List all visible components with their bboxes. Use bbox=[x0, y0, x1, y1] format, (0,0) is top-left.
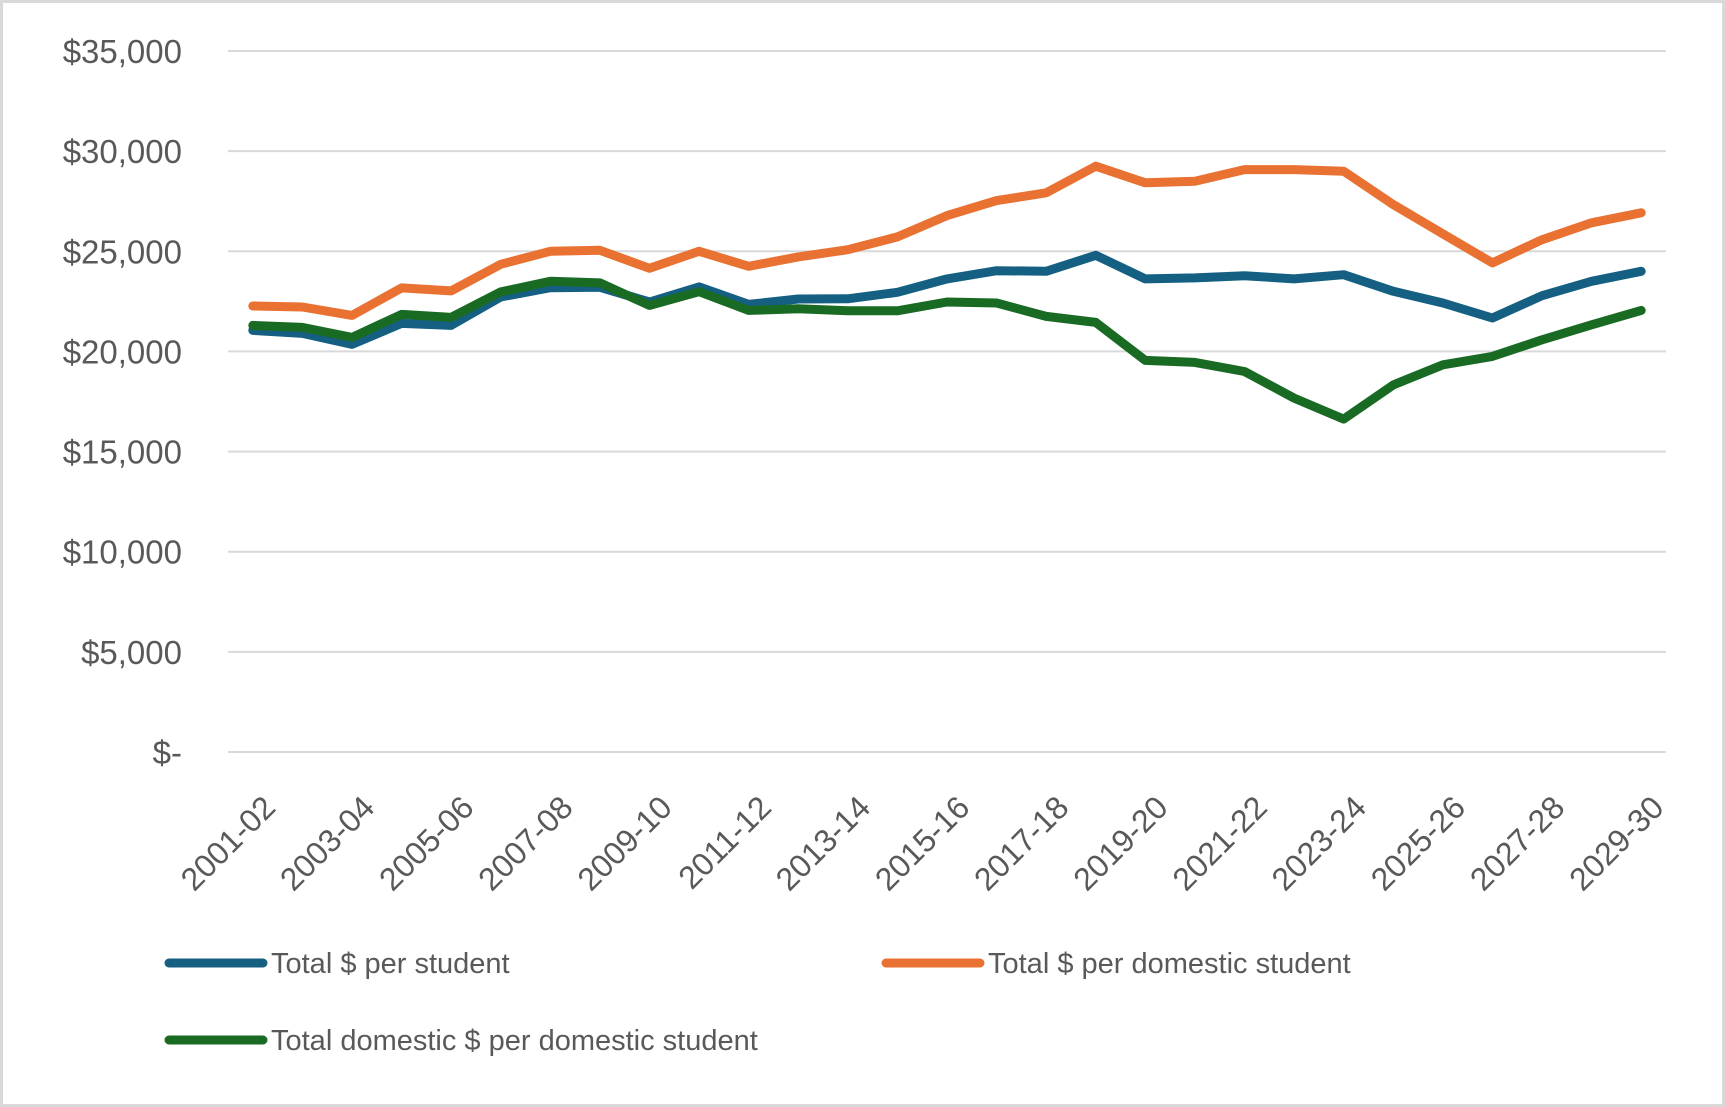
y-tick-label: $35,000 bbox=[63, 33, 182, 70]
x-tick-label: 2023-24 bbox=[1265, 789, 1373, 897]
x-tick-label: 2005-06 bbox=[372, 789, 480, 897]
legend-label-total-per-student: Total $ per student bbox=[271, 948, 510, 980]
x-tick-label: 2009-10 bbox=[570, 789, 678, 897]
x-tick-label: 2001-02 bbox=[174, 789, 282, 897]
legend: Total $ per student Total $ per domestic… bbox=[164, 948, 1351, 1057]
x-tick-label: 2003-04 bbox=[273, 789, 381, 897]
y-axis-ticks: $- $5,000 $10,000 $15,000 $20,000 $25,000 $30,… bbox=[63, 33, 182, 771]
y-tick-label: $5,000 bbox=[81, 634, 182, 671]
y-tick-label: $- bbox=[153, 734, 182, 771]
y-tick-label: $30,000 bbox=[63, 133, 182, 170]
x-tick-label: 2017-18 bbox=[967, 789, 1075, 897]
x-tick-label: 2027-28 bbox=[1463, 789, 1571, 897]
legend-item-total-per-domestic-student[interactable]: Total $ per domestic student bbox=[881, 948, 1351, 980]
legend-item-total-per-student[interactable]: Total $ per student bbox=[164, 948, 510, 980]
x-tick-label: 2015-16 bbox=[868, 789, 976, 897]
x-axis-ticks: 2001-022003-042005-062007-082009-102011-… bbox=[174, 789, 1671, 897]
legend-item-total-domestic-per-domestic-student[interactable]: Total domestic $ per domestic student bbox=[164, 1025, 758, 1057]
y-tick-label: $20,000 bbox=[63, 333, 182, 370]
x-tick-label: 2007-08 bbox=[471, 789, 579, 897]
x-tick-label: 2011-12 bbox=[671, 789, 778, 896]
gridlines bbox=[228, 50, 1666, 753]
x-tick-label: 2019-20 bbox=[1066, 789, 1174, 897]
x-tick-label: 2021-22 bbox=[1165, 789, 1273, 897]
y-tick-label: $10,000 bbox=[63, 534, 182, 571]
legend-label-total-domestic-per-domestic-student: Total domestic $ per domestic student bbox=[271, 1025, 758, 1057]
series-line-total-per-domestic-student bbox=[248, 161, 1646, 320]
x-tick-label: 2013-14 bbox=[769, 789, 877, 897]
legend-label-total-per-domestic-student: Total $ per domestic student bbox=[988, 948, 1351, 980]
y-tick-label: $15,000 bbox=[63, 434, 182, 471]
x-tick-label: 2025-26 bbox=[1364, 789, 1472, 897]
y-tick-label: $25,000 bbox=[63, 233, 182, 270]
series-lines bbox=[248, 161, 1646, 424]
x-tick-label: 2029-30 bbox=[1562, 789, 1670, 897]
